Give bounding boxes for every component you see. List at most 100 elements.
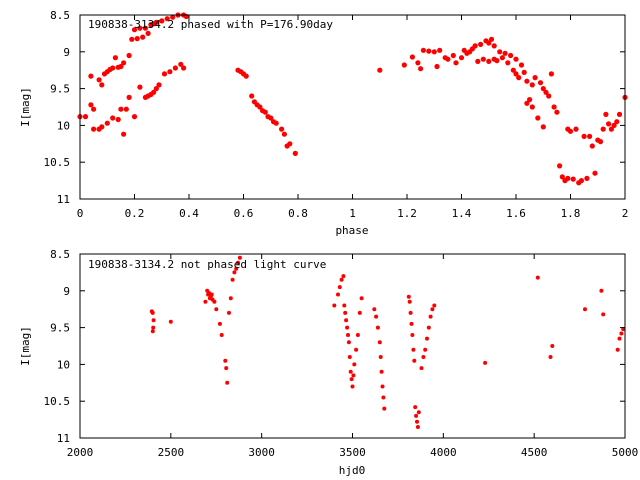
unphased-data-point	[234, 266, 239, 271]
unphased-data-point	[416, 410, 421, 415]
unphased-data-point	[168, 319, 173, 324]
unphased-data-point	[483, 360, 488, 365]
unphased-data-point	[408, 310, 413, 315]
phased-data-point	[589, 143, 595, 149]
phased-data-point	[578, 178, 585, 184]
unphased-data-point	[407, 299, 412, 304]
unphased-data-point	[351, 373, 356, 378]
unphased-x-tick-label: 4500	[521, 446, 548, 459]
unphased-data-point	[413, 405, 418, 410]
unphased-data-point	[412, 358, 417, 363]
phased-data-point	[164, 16, 170, 22]
unphased-data-point	[223, 358, 228, 363]
phased-data-point	[499, 55, 505, 61]
unphased-data-point	[350, 384, 355, 389]
unphased-data-point	[151, 318, 156, 323]
phased-data-point	[145, 30, 151, 36]
phased-data-point	[434, 63, 440, 70]
unphased-data-point	[421, 355, 426, 359]
phased-x-tick-label: 0.2	[125, 207, 145, 220]
unphased-data-point	[415, 425, 420, 429]
unphased-y-tick-label: 8.5	[50, 248, 70, 261]
unphased-data-point	[428, 314, 433, 319]
unphased-x-tick-label: 4000	[430, 446, 457, 459]
unphased-data-point	[341, 274, 346, 279]
unphased-data-point	[381, 395, 386, 400]
unphased-x-tick-label: 5000	[612, 446, 639, 459]
phased-data-point	[529, 104, 535, 110]
unphased-data-point	[411, 347, 416, 352]
phased-data-point	[121, 60, 127, 66]
phased-data-point	[508, 52, 514, 59]
unphased-data-point	[550, 344, 555, 348]
phased-data-point	[110, 115, 116, 121]
unphased-data-point	[599, 288, 604, 293]
phased-data-point	[546, 93, 552, 99]
phased-data-point	[527, 97, 533, 103]
phased-data-point	[453, 60, 459, 66]
phased-data-point	[273, 120, 279, 126]
phased-data-point	[518, 62, 525, 68]
phased-data-point	[543, 89, 549, 95]
phased-data-point	[600, 126, 606, 132]
phased-data-point	[112, 55, 118, 61]
phased-data-point	[616, 111, 623, 117]
phased-x-tick-label: 1.2	[397, 207, 417, 220]
phased-data-point	[126, 94, 132, 100]
phased-data-point	[513, 71, 519, 77]
phased-data-point	[581, 133, 587, 139]
unphased-data-point	[336, 292, 340, 297]
phased-data-point	[161, 71, 168, 77]
unphased-data-point	[332, 303, 337, 308]
phased-data-point	[115, 116, 121, 123]
phased-data-point	[181, 65, 187, 71]
phased-data-point	[608, 126, 615, 132]
unphased-data-point	[359, 296, 364, 301]
unphased-data-point	[344, 318, 349, 323]
unphased-y-ticks: 8.5 9 9.5 10 10.5 11	[44, 248, 625, 445]
phased-data-point	[597, 139, 604, 145]
phased-data-point	[268, 115, 274, 121]
phased-data-point	[137, 84, 143, 90]
unphased-data-point	[347, 355, 352, 359]
unphased-data-point	[406, 294, 411, 299]
unphased-data-point	[224, 366, 229, 371]
phased-data-point	[587, 133, 593, 139]
phased-data-point	[243, 73, 249, 79]
phased-data-point	[82, 114, 89, 120]
unphased-data-point	[151, 325, 156, 330]
unphased-data-point	[346, 333, 350, 337]
phased-x-tick-label: 1.4	[452, 207, 472, 220]
phased-data-point	[548, 71, 555, 77]
unphased-data-point	[237, 255, 242, 260]
unphased-y-tick-label: 10	[57, 358, 70, 371]
phased-data-point	[592, 170, 598, 176]
phased-data-point	[516, 75, 522, 81]
unphased-data-point	[354, 347, 359, 352]
phased-data-point	[96, 77, 102, 83]
phased-x-tick-label: 0	[77, 207, 84, 220]
unphased-data-point	[409, 321, 414, 326]
phased-data-point	[99, 124, 105, 130]
unphased-y-tick-label: 10.5	[44, 395, 71, 408]
unphased-data-point	[372, 307, 377, 312]
phased-data-point	[279, 126, 285, 132]
unphased-data-point	[617, 336, 622, 341]
phased-data-point	[167, 69, 173, 75]
phased-x-tick-label: 0.6	[234, 207, 254, 220]
phased-data-point	[131, 114, 138, 120]
unphased-data-point	[228, 296, 233, 301]
phased-data-point	[540, 86, 546, 92]
unphased-data-point	[378, 355, 383, 359]
phased-chart-title: 190838-3134.2 phased with P=176.90day	[88, 18, 333, 31]
phased-data-point	[121, 131, 127, 137]
phased-data-point	[131, 27, 138, 33]
phased-x-ticks: 0 0.2 0.4 0.6 0.8 1 1.2 1.4 1.6 1.8 2	[77, 15, 628, 220]
unphased-data-point	[227, 310, 231, 315]
unphased-data-point	[150, 329, 155, 334]
phased-y-tick-label: 11	[57, 193, 70, 206]
phased-data-point	[420, 47, 426, 53]
unphased-data-point	[379, 369, 384, 374]
phased-data-point	[104, 120, 110, 126]
phased-y-tick-label: 9	[63, 46, 70, 59]
